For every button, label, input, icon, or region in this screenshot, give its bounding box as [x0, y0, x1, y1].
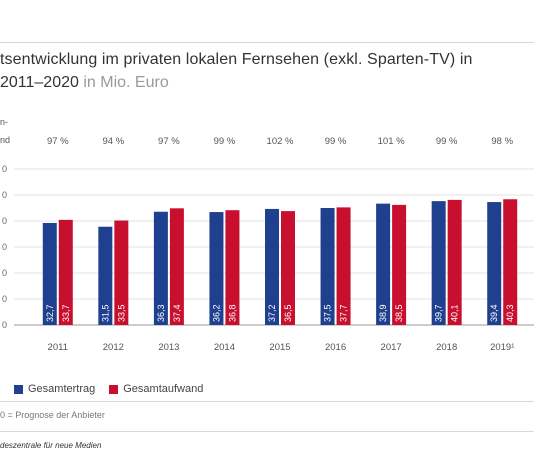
bar-gesamtertrag: [265, 208, 279, 325]
bar-gesamtertrag: [487, 202, 502, 325]
x-tick-label: 2019¹: [490, 342, 514, 353]
footnote: 0 = Prognose der Anbieter: [0, 410, 105, 420]
bar-value-label: 37,5: [323, 304, 333, 322]
ratio-label: 99 %: [436, 136, 458, 147]
bar-gesamtertrag: [42, 222, 57, 325]
bar-value-label: 39,7: [434, 304, 444, 322]
x-tick-label: 2014: [214, 342, 235, 353]
bar-chart: 0 0 0 0 0 0 0 97 % 32,7 33,7 2011 94 % 31,5 33,5 2012 9…: [2, 136, 534, 353]
x-tick-label: 2012: [103, 342, 124, 353]
bar-gesamtaufwand: [169, 208, 184, 325]
y-tick-label: 0: [2, 268, 7, 278]
ratio-label: 98 %: [491, 136, 513, 147]
bar-gesamtertrag: [209, 212, 224, 325]
bar-value-label: 31,5: [100, 304, 110, 322]
bar-gesamtaufwand: [114, 220, 129, 325]
bar-gesamtertrag: [431, 201, 446, 325]
bar-value-label: 39,4: [489, 304, 499, 322]
divider: [0, 401, 534, 402]
legend-item-gesamtertrag: Gesamtertrag: [14, 383, 95, 395]
bar-value-label: 40,3: [505, 304, 515, 322]
legend-swatch-gesamtaufwand: [109, 384, 119, 394]
x-tick-label: 2016: [325, 342, 346, 353]
y-tick-label: 0: [2, 216, 7, 226]
x-tick-label: 2017: [381, 342, 402, 353]
bar-value-label: 36,3: [156, 304, 166, 322]
ratio-label: 99 %: [325, 136, 347, 147]
chart-subtitle: 2011–2020 in Mio. Euro: [0, 74, 169, 92]
bar-value-label: 37,4: [172, 304, 182, 322]
legend-swatch-gesamtertrag: [14, 384, 23, 394]
bar-value-label: 37,7: [339, 304, 349, 322]
title-years: 2011–2020: [0, 74, 79, 91]
x-tick-label: 2011: [48, 342, 68, 353]
legend-label-gesamtaufwand: Gesamtaufwand: [123, 383, 204, 395]
bar-gesamtaufwand: [225, 210, 240, 325]
source-note: deszentrale für neue Medien: [0, 441, 102, 450]
y-tick-label: 0: [2, 242, 7, 252]
ratio-label: 102 %: [267, 136, 294, 147]
bar-gesamtaufwand: [336, 207, 351, 325]
y-tick-label: 0: [2, 164, 7, 174]
bar-value-label: 36,5: [283, 304, 293, 322]
bar-value-label: 37,2: [267, 304, 277, 322]
bar-gesamtaufwand: [392, 204, 407, 325]
x-tick-label: 2015: [269, 342, 290, 353]
bar-gesamtaufwand: [503, 199, 518, 325]
chart-title: tsentwicklung im privaten lokalen Fernse…: [0, 51, 473, 68]
bar-gesamtaufwand: [58, 219, 73, 325]
x-tick-label: 2018: [436, 342, 457, 353]
ratio-label: 97 %: [158, 136, 180, 147]
top-rule: [0, 42, 534, 43]
title-unit: in Mio. Euro: [83, 74, 169, 91]
bar-gesamtertrag: [376, 203, 391, 325]
bar-gesamtaufwand: [281, 211, 295, 325]
bar-value-label: 40,1: [450, 304, 460, 322]
ratio-label: 94 %: [103, 136, 125, 147]
ratio-label: 101 %: [378, 136, 405, 147]
bar-value-label: 33,5: [116, 304, 126, 322]
ratio-label: 97 %: [47, 136, 69, 147]
bar-value-label: 32,7: [45, 304, 55, 322]
legend-label-gesamtertrag: Gesamtertrag: [28, 383, 96, 395]
axis-label-fragment-2: nd: [0, 135, 11, 145]
bar-gesamtertrag: [153, 211, 168, 325]
bar-gesamtertrag: [320, 208, 335, 325]
bar-gesamtaufwand: [447, 199, 462, 325]
legend-item-gesamtaufwand: Gesamtaufwand: [109, 383, 203, 395]
ratio-label: 99 %: [214, 136, 236, 147]
bar-value-label: 38,5: [394, 304, 404, 322]
bar-value-label: 38,9: [378, 304, 388, 322]
bar-gesamtertrag: [98, 226, 113, 325]
bar-value-label: 36,2: [211, 304, 221, 322]
legend: Gesamtertrag Gesamtaufwand: [14, 383, 217, 395]
y-tick-label: 0: [2, 320, 7, 330]
x-tick-label: 2013: [158, 342, 179, 353]
axis-label-fragment-1: n-: [0, 117, 9, 127]
divider: [0, 431, 534, 432]
bar-value-label: 36,8: [227, 304, 237, 322]
y-tick-label: 0: [2, 190, 7, 200]
bar-value-label: 33,7: [61, 304, 71, 322]
y-tick-label: 0: [2, 294, 7, 304]
